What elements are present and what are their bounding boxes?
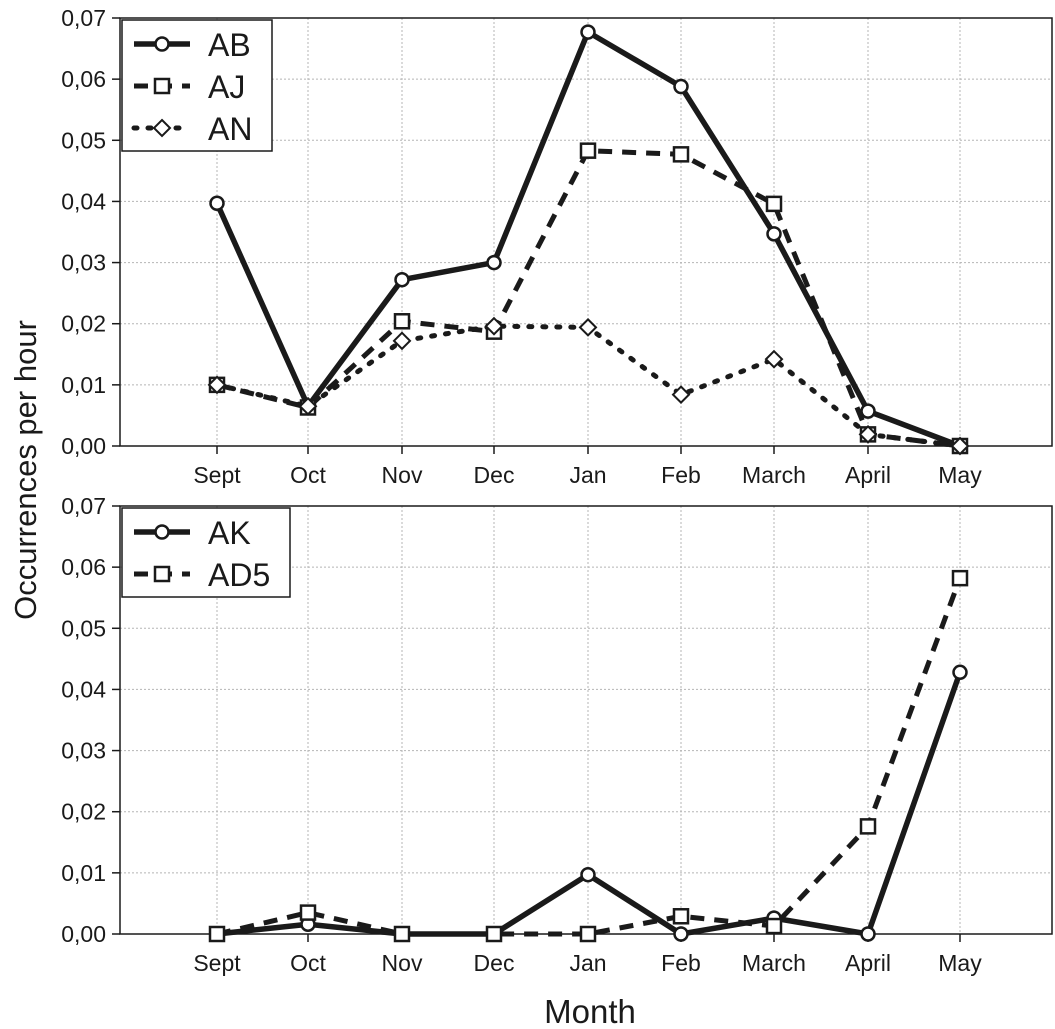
- data-point-AB: [673, 78, 689, 95]
- y-tick-label: 0,03: [61, 738, 106, 764]
- legend-label-AN: AN: [208, 111, 252, 147]
- data-point-AK: [860, 926, 876, 942]
- legend-box: [121, 507, 291, 598]
- legend-marker-AJ: [153, 77, 171, 95]
- legend-label-AB: AB: [208, 27, 251, 63]
- x-tick-label: April: [845, 462, 891, 488]
- x-tick-label: March: [742, 462, 806, 488]
- y-axis-title: Occurrences per hour: [8, 320, 43, 620]
- x-tick-label: Jan: [569, 462, 606, 488]
- data-point-AN: [858, 424, 878, 444]
- y-tick-label: 0,05: [61, 615, 106, 641]
- y-tick-label: 0,07: [61, 493, 106, 519]
- data-point-AK: [673, 926, 689, 942]
- x-tick-label: Feb: [661, 950, 701, 976]
- data-point-AD5: [393, 925, 411, 943]
- data-point-AN: [578, 317, 598, 337]
- data-point-AN: [207, 375, 227, 395]
- x-tick-label: Dec: [474, 950, 515, 976]
- series-line-AD5: [216, 577, 963, 937]
- x-tick-label: Jan: [569, 950, 606, 976]
- y-tick-label: 0,05: [61, 127, 106, 153]
- data-point-AD5: [951, 569, 969, 587]
- y-tick-label: 0,03: [61, 250, 106, 276]
- x-tick-label: May: [938, 462, 982, 488]
- data-point-AK: [580, 866, 596, 883]
- plot-frame: [119, 17, 1053, 447]
- data-point-AJ: [672, 146, 690, 163]
- legend-label-AJ: AJ: [208, 69, 245, 105]
- data-point-AN: [950, 436, 970, 456]
- data-point-AN: [764, 349, 784, 369]
- data-point-AD5: [859, 818, 877, 835]
- data-point-AB: [580, 24, 596, 40]
- y-tick-label: 0,06: [61, 66, 106, 92]
- data-point-AD5: [672, 908, 690, 925]
- data-point-AD5: [765, 917, 783, 935]
- data-point-AD5: [299, 904, 317, 921]
- y-tick-label: 0,02: [61, 311, 106, 337]
- x-tick-label: Oct: [290, 462, 326, 488]
- legend-marker-AK: [154, 524, 170, 540]
- data-point-AB: [394, 271, 410, 288]
- y-tick-label: 0,04: [61, 676, 106, 702]
- legend-marker-AD5: [153, 565, 171, 583]
- x-tick-label: Oct: [290, 950, 326, 976]
- y-tick-label: 0,07: [61, 5, 106, 31]
- x-axis-title: Month: [544, 993, 636, 1029]
- x-tick-label: Sept: [193, 462, 241, 488]
- x-tick-label: Dec: [474, 462, 515, 488]
- x-tick-label: Nov: [382, 950, 423, 976]
- y-tick-label: 0,01: [61, 372, 106, 398]
- legend-label-AD5: AD5: [208, 557, 270, 593]
- y-tick-label: 0,00: [61, 433, 106, 459]
- data-point-AJ: [765, 195, 783, 213]
- x-tick-label: May: [938, 950, 982, 976]
- x-tick-label: Sept: [193, 950, 241, 976]
- data-point-AD5: [579, 925, 597, 943]
- data-point-AN: [298, 396, 318, 416]
- x-tick-label: April: [845, 950, 891, 976]
- data-point-AB: [766, 226, 782, 242]
- y-tick-label: 0,00: [61, 921, 106, 947]
- chart-panel-1: 0,00 0,01 0,02 0,03 0,04 0,05 0,06 0,07 Sept Oct N…: [61, 5, 1053, 488]
- data-point-AN: [671, 385, 691, 405]
- data-point-AJ: [393, 313, 411, 330]
- legend: AB AJ AN: [121, 19, 273, 152]
- data-point-AD5: [208, 925, 226, 943]
- data-point-AJ: [579, 142, 597, 159]
- data-point-AB: [486, 254, 502, 271]
- data-point-AD5: [485, 925, 503, 943]
- legend-marker-AB: [154, 36, 170, 52]
- data-point-AB: [209, 195, 225, 212]
- y-tick-label: 0,02: [61, 799, 106, 825]
- legend-label-AK: AK: [208, 515, 251, 551]
- y-tick-label: 0,04: [61, 188, 106, 214]
- x-tick-label: March: [742, 950, 806, 976]
- x-tick-label: Feb: [661, 462, 701, 488]
- y-tick-label: 0,06: [61, 554, 106, 580]
- data-point-AN: [484, 316, 504, 336]
- data-point-AN: [392, 331, 412, 351]
- data-point-AK: [952, 664, 968, 681]
- legend: AK AD5: [121, 507, 291, 598]
- chart-panel-2: 0,00 0,01 0,02 0,03 0,04 0,05 0,06 0,07 Sept Oct N…: [61, 493, 1053, 976]
- data-point-AB: [860, 403, 876, 419]
- x-tick-label: Nov: [382, 462, 423, 488]
- y-tick-label: 0,01: [61, 860, 106, 886]
- legend-marker-AN: [152, 118, 172, 138]
